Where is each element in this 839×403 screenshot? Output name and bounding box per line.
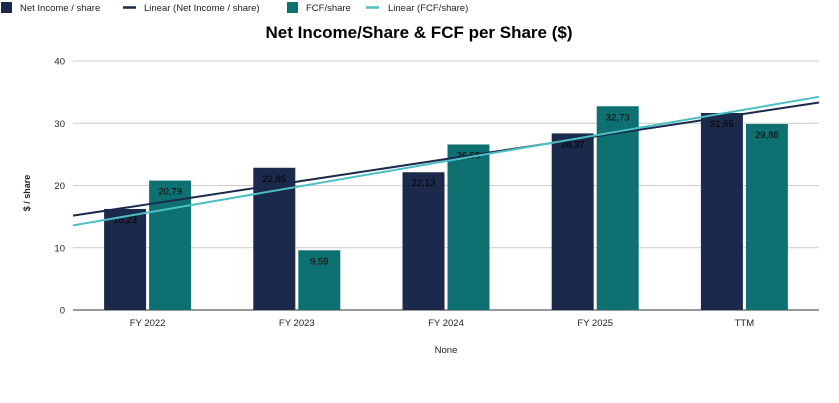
x-tick-label: FY 2025 xyxy=(577,318,613,329)
y-tick-label: 0 xyxy=(60,306,65,317)
legend-item-linear-net-income[interactable]: Linear (Net Income / share) xyxy=(123,3,260,14)
data-label-fcf: 9,59 xyxy=(310,256,329,267)
legend-label-net-income: Net Income / share xyxy=(20,3,100,14)
bars xyxy=(104,106,788,310)
x-tick-label: FY 2024 xyxy=(428,318,464,329)
data-labels: 16,2322,8522,1328,3731,6520,799,5926,593… xyxy=(113,112,779,267)
bar-net-income[interactable] xyxy=(402,172,445,310)
bar-net-income[interactable] xyxy=(104,208,147,310)
y-tick-label: 20 xyxy=(54,181,65,192)
trendlines xyxy=(72,95,820,227)
legend-item-fcf[interactable]: FCF/share xyxy=(287,2,351,14)
bar-fcf[interactable] xyxy=(298,250,341,310)
legend-swatch-net-income xyxy=(1,2,12,13)
x-tick-label: TTM xyxy=(735,318,755,329)
legend-label-linear-net-income: Linear (Net Income / share) xyxy=(144,3,260,14)
y-tick-label: 40 xyxy=(54,57,65,68)
bar-net-income[interactable] xyxy=(551,133,594,310)
x-axis-title: None xyxy=(435,345,458,356)
data-label-net-income: 22,85 xyxy=(262,174,286,185)
bar-fcf[interactable] xyxy=(596,106,639,310)
trendline-fcf xyxy=(72,95,820,227)
y-axis-title: $ / share xyxy=(22,175,32,212)
data-label-net-income: 22,13 xyxy=(412,178,436,189)
x-tick-label: FY 2023 xyxy=(279,318,315,329)
y-tick-label: 10 xyxy=(54,243,65,254)
legend-item-linear-fcf[interactable]: Linear (FCF/share) xyxy=(366,3,468,14)
bar-fcf[interactable] xyxy=(447,144,490,310)
gridlines xyxy=(73,60,819,311)
bar-net-income[interactable] xyxy=(700,112,743,310)
data-label-fcf: 32,73 xyxy=(606,112,630,123)
y-tick-labels: 0 10 20 30 40 xyxy=(54,57,65,317)
data-label-net-income: 28,37 xyxy=(561,139,585,150)
data-label-net-income: 31,65 xyxy=(710,119,734,130)
chart-title: Net Income/Share & FCF per Share ($) xyxy=(265,23,572,42)
trendline-net-income xyxy=(72,101,820,217)
bar-fcf[interactable] xyxy=(745,123,788,310)
legend-label-linear-fcf: Linear (FCF/share) xyxy=(388,3,468,14)
legend-swatch-fcf xyxy=(287,2,298,13)
data-label-net-income: 16,23 xyxy=(113,215,137,226)
legend: Net Income / share Linear (Net Income / … xyxy=(1,2,468,14)
data-label-fcf: 20,79 xyxy=(158,187,182,198)
legend-label-fcf: FCF/share xyxy=(306,3,351,14)
legend-item-net-income[interactable]: Net Income / share xyxy=(1,2,100,14)
data-label-fcf: 29,88 xyxy=(755,130,779,141)
x-tick-label: FY 2022 xyxy=(130,318,166,329)
x-tick-labels: FY 2022 FY 2023 FY 2024 FY 2025 TTM xyxy=(130,318,755,329)
y-tick-label: 30 xyxy=(54,119,65,130)
